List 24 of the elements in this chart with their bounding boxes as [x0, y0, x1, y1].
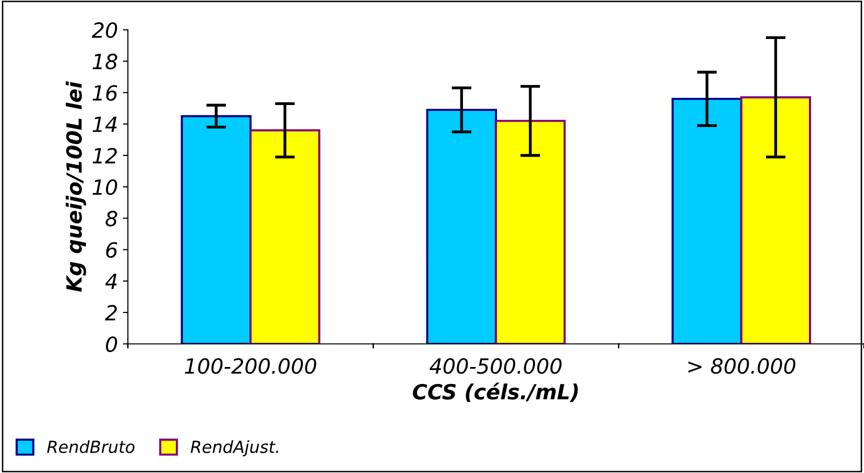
y-tick-label: 2 [104, 304, 117, 320]
y-tick-label: 0 [106, 336, 118, 352]
bar [250, 129, 320, 344]
y-tick-label: 14 [92, 116, 117, 132]
y-axis-title: Kg queijo/100L lei [66, 81, 86, 292]
bar [494, 120, 566, 344]
x-tick-label: 100-200.000 [184, 358, 316, 374]
bar [180, 115, 252, 344]
x-axis-title: CCS (céls./mL) [412, 382, 578, 402]
y-tick-label: 20 [92, 22, 118, 38]
y-tick-label: 4 [105, 274, 117, 289]
legend-label: RendBruto [47, 440, 134, 454]
y-tick-label: 8 [106, 210, 118, 226]
bar [426, 108, 497, 344]
x-tick-label: 400-500.000 [430, 358, 562, 374]
y-tick-label: 12 [92, 148, 117, 164]
bar [740, 96, 812, 344]
x-tick-label: > 800.000 [688, 358, 796, 374]
y-tick-label: 10 [92, 179, 118, 196]
y-tick-label: 6 [106, 242, 118, 258]
legend-label: RendAjust. [190, 440, 278, 456]
y-tick-label: 16 [92, 85, 118, 101]
bar [672, 98, 742, 344]
y-tick-label: 18 [92, 54, 118, 70]
